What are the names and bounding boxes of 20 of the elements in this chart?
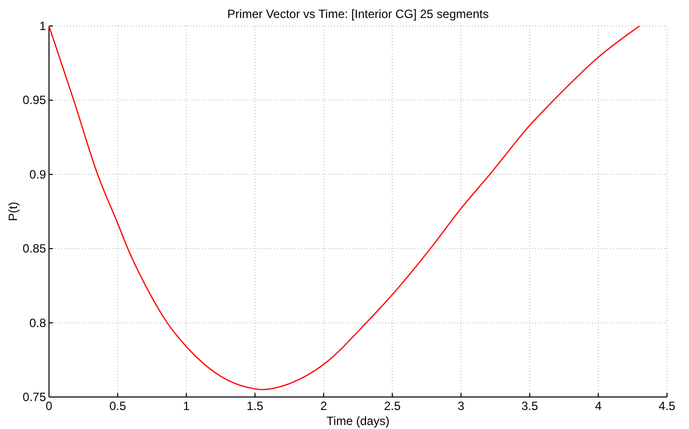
y-axis-title: P(t) bbox=[6, 202, 20, 222]
x-tick-label: 1 bbox=[182, 399, 190, 413]
x-tick-label: 0 bbox=[46, 399, 53, 413]
x-tick-label: 2 bbox=[320, 399, 328, 413]
x-tick-label: 4.5 bbox=[658, 399, 676, 413]
y-tick-label: 0.9 bbox=[29, 167, 46, 182]
x-tick-label: 0.5 bbox=[109, 399, 126, 413]
line-series bbox=[48, 25, 640, 390]
y-tick-label: 0.85 bbox=[22, 242, 46, 256]
x-tick-label: 3.5 bbox=[521, 399, 538, 413]
x-tick-label: 1.5 bbox=[246, 399, 264, 413]
y-tick-label: 0.95 bbox=[22, 93, 46, 108]
x-tick-label: 4 bbox=[594, 399, 602, 413]
y-tick-label: 1 bbox=[39, 19, 46, 33]
y-tick-label: 0.75 bbox=[22, 390, 46, 404]
y-tick-label: 0.8 bbox=[29, 316, 46, 330]
x-tick-label: 3 bbox=[458, 399, 465, 413]
chart-title: Primer Vector vs Time: [Interior CG] 25 segments bbox=[227, 7, 489, 21]
x-tick-label: 2.5 bbox=[384, 399, 401, 413]
x-axis-title: Time (days) bbox=[326, 414, 390, 428]
